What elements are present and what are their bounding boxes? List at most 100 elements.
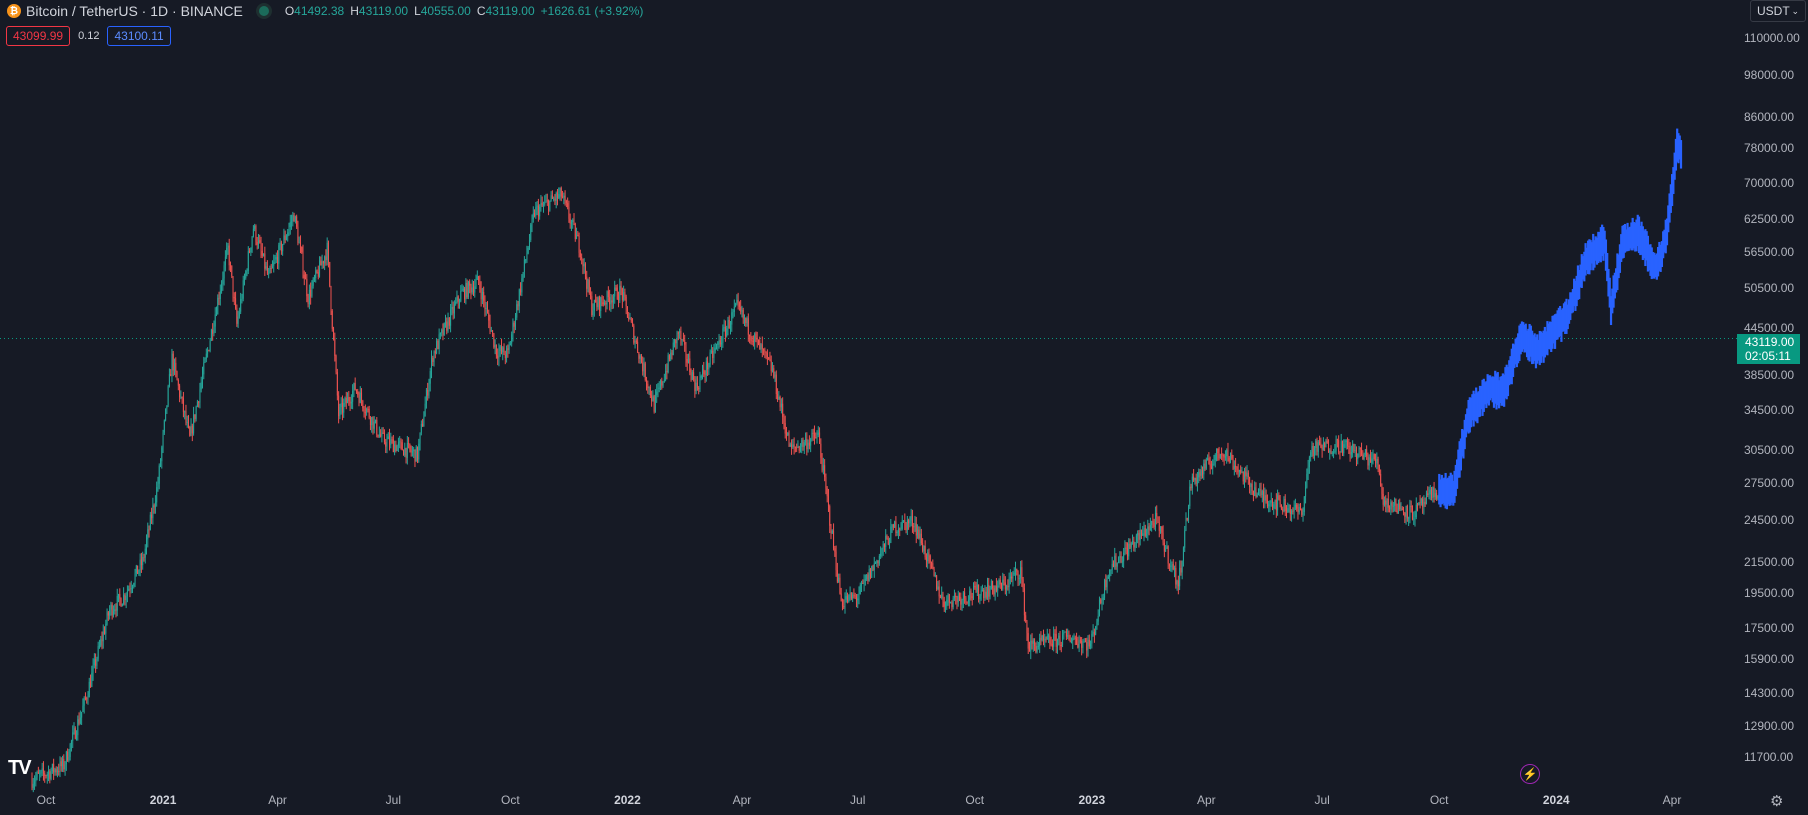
- candle-body: [825, 476, 827, 489]
- candle-body: [1345, 440, 1347, 442]
- candle-body: [827, 496, 829, 507]
- candle-body: [534, 213, 536, 216]
- currency-selector[interactable]: USDT ⌄: [1750, 0, 1806, 22]
- candle-body: [721, 342, 723, 345]
- candle-body: [116, 595, 118, 611]
- candle-body: [782, 403, 784, 417]
- candle-body: [167, 386, 169, 406]
- lightning-icon[interactable]: ⚡: [1520, 764, 1540, 784]
- candle-body: [196, 401, 198, 407]
- candle-body: [679, 330, 681, 333]
- candle-body: [1036, 646, 1038, 652]
- buy-button[interactable]: 43100.11: [107, 26, 171, 46]
- market-status-icon[interactable]: [258, 6, 269, 16]
- forecast-bar: [1611, 288, 1614, 314]
- candle-body: [518, 289, 520, 307]
- candle-body: [1258, 489, 1260, 495]
- forecast-bar: [1458, 441, 1461, 478]
- forecast-bar: [1679, 140, 1683, 169]
- candle-body: [582, 258, 584, 267]
- forecast-bar: [1560, 309, 1563, 342]
- candle-body: [451, 306, 453, 310]
- candle-body: [266, 266, 268, 274]
- candle-body: [503, 347, 505, 355]
- candle-body: [1191, 476, 1193, 488]
- forecast-bar: [1664, 219, 1667, 254]
- candle-body: [1044, 638, 1046, 641]
- candle-body: [78, 719, 80, 724]
- candle-body: [161, 447, 163, 462]
- candle-body: [1217, 448, 1219, 453]
- candle-body: [805, 438, 807, 443]
- candle-body: [688, 358, 690, 363]
- candle-body: [497, 355, 499, 359]
- candle-body: [1244, 471, 1246, 482]
- candle-body: [185, 411, 187, 422]
- candle-body: [335, 356, 337, 373]
- symbol-title[interactable]: Bitcoin / TetherUS · 1D · BINANCE: [26, 3, 243, 19]
- candle-body: [628, 317, 630, 320]
- candle-body: [904, 520, 906, 523]
- candle-body: [1055, 634, 1057, 647]
- candle-body: [391, 439, 393, 441]
- bitcoin-icon[interactable]: ₿: [7, 4, 21, 18]
- y-tick-label: 15900.00: [1744, 651, 1795, 666]
- candle-body: [1199, 471, 1201, 476]
- forecast-bar: [1608, 277, 1611, 308]
- candle-body: [287, 232, 289, 237]
- candle-body: [316, 270, 318, 273]
- candle-body: [1149, 524, 1151, 530]
- forecast-bar: [1449, 472, 1452, 506]
- x-tick-label: 2021: [149, 793, 177, 807]
- gear-icon[interactable]: ⚙: [1770, 793, 1784, 810]
- candle-body: [424, 403, 426, 417]
- candle-body: [95, 659, 97, 666]
- candle-body: [299, 242, 301, 247]
- candle-body: [232, 276, 234, 298]
- candle-body: [506, 348, 508, 359]
- forecast-bar: [1598, 231, 1601, 262]
- candle-body: [633, 325, 635, 343]
- tradingview-logo[interactable]: TV: [8, 757, 32, 779]
- forecast-bar: [1450, 474, 1454, 503]
- candle-body: [339, 407, 341, 417]
- candle-body: [685, 344, 687, 359]
- candle-body: [942, 594, 944, 602]
- candle-body: [516, 304, 518, 318]
- sell-button[interactable]: 43099.99: [6, 26, 71, 46]
- candle-body: [1086, 642, 1088, 651]
- candle-body: [824, 465, 826, 477]
- candle-body: [1417, 504, 1419, 506]
- candle-body: [1242, 471, 1244, 482]
- forecast-bar: [1569, 292, 1572, 321]
- candle-body: [787, 432, 789, 436]
- candle-body: [674, 339, 676, 343]
- candle-body: [297, 226, 299, 243]
- candle-body: [909, 520, 911, 524]
- candle-body: [1268, 504, 1270, 507]
- candle-body: [941, 594, 943, 599]
- candle-body: [343, 402, 345, 413]
- forecast-bar: [1639, 225, 1642, 256]
- candle-body: [560, 188, 562, 197]
- low-key: L: [414, 4, 421, 18]
- candle-body: [1030, 640, 1032, 652]
- candle-body: [1392, 505, 1394, 507]
- candle-body: [1213, 460, 1215, 464]
- forecast-bar: [1469, 397, 1473, 428]
- forecast-bar: [1667, 205, 1670, 233]
- candle-body: [1133, 540, 1135, 548]
- candle-body: [601, 297, 603, 303]
- x-tick-label: Jul: [1314, 793, 1330, 807]
- candle-body: [1000, 584, 1002, 590]
- candle-body: [1014, 569, 1016, 573]
- forecast-bar: [1559, 305, 1562, 337]
- candle-body: [931, 562, 933, 564]
- candle-body: [115, 609, 117, 611]
- candle-body: [798, 446, 800, 451]
- candle-body: [209, 340, 211, 351]
- candle-body: [749, 334, 751, 337]
- candle-body: [947, 594, 949, 600]
